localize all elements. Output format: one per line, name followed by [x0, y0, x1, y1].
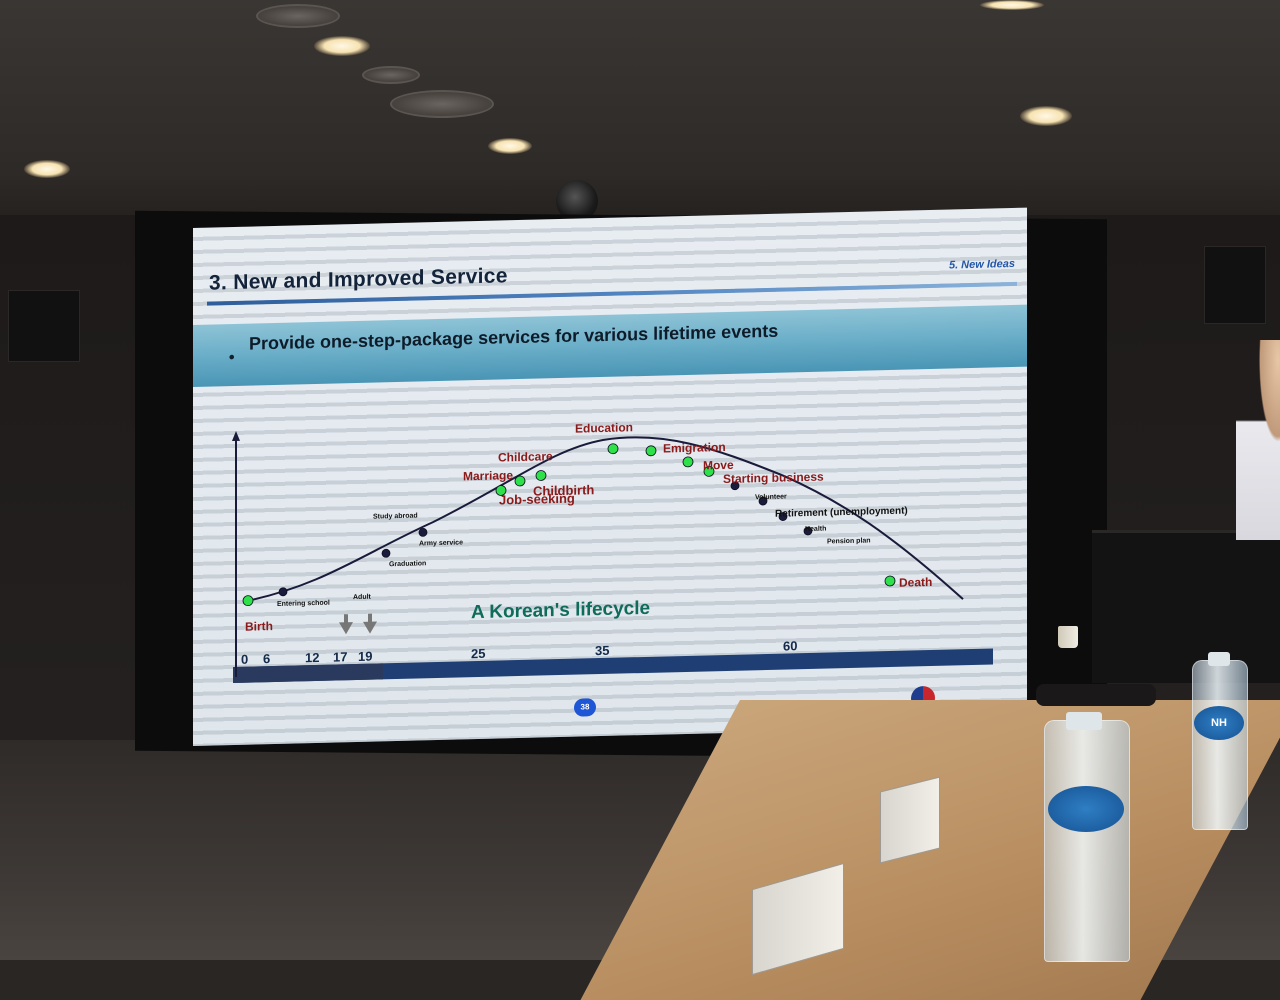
bottle-label-text: NH	[1211, 717, 1227, 729]
y-axis-arrow	[232, 430, 240, 442]
event-label: Education	[575, 420, 633, 435]
name-plate	[880, 776, 940, 864]
bottle-label: NH	[1194, 706, 1244, 740]
event-label: Adult	[353, 594, 372, 601]
event-label: Graduation	[389, 560, 426, 568]
x-tick-label: 25	[471, 646, 485, 661]
ceiling-light	[1020, 106, 1072, 126]
event-label: Birth	[245, 619, 273, 634]
event-point	[381, 548, 391, 558]
lifecycle-chart: 0 6 12 17 19 25 35 60 Birth Entering school Adult…	[232, 420, 993, 684]
bottle-label	[1048, 786, 1124, 832]
event-label: Move	[703, 458, 734, 473]
event-point	[242, 595, 254, 607]
event-point	[514, 475, 526, 487]
ceiling-vent	[390, 90, 494, 118]
event-label: Childbirth	[533, 482, 594, 498]
x-tick-label: 0	[241, 652, 248, 667]
water-bottle	[1192, 660, 1248, 830]
paper-cup	[1058, 626, 1078, 648]
page-number: 38	[574, 698, 596, 717]
arrow-marker-19	[363, 613, 377, 634]
event-point	[884, 575, 896, 587]
chart-axis-bar-light	[233, 663, 383, 684]
wall-speaker	[8, 290, 80, 362]
arrow-marker-17	[339, 614, 353, 635]
event-point	[607, 443, 619, 455]
presentation-slide: 3. New and Improved Service 5. New Ideas…	[193, 207, 1027, 746]
x-tick-label: 35	[595, 643, 609, 658]
ceiling-light	[24, 160, 70, 178]
event-label: Army service	[419, 539, 463, 547]
x-tick-label: 6	[263, 651, 270, 666]
event-point	[730, 481, 740, 491]
event-point	[418, 527, 428, 537]
x-tick-label: 19	[358, 649, 372, 664]
event-label: Entering school	[277, 600, 330, 608]
event-point	[803, 526, 813, 536]
event-point	[535, 470, 547, 481]
ceiling-light	[314, 36, 370, 56]
event-label: Volunteer	[755, 493, 787, 501]
event-label: Death	[899, 575, 932, 590]
event-point	[278, 587, 288, 597]
event-point	[682, 456, 694, 468]
wall-speaker	[1204, 246, 1266, 324]
x-tick-label: 17	[333, 649, 347, 664]
chart-caption: A Korean's lifecycle	[471, 598, 650, 623]
event-point	[645, 445, 657, 457]
ceiling-vent	[256, 4, 340, 28]
ceiling	[0, 0, 1280, 215]
bottle-cap	[1208, 652, 1230, 666]
bottle-cap	[1066, 712, 1102, 730]
podium	[1092, 530, 1280, 683]
chart-axis-bar	[233, 648, 993, 684]
ceiling-vent	[362, 66, 420, 84]
event-label: Starting business	[723, 470, 824, 486]
event-label: Marriage	[463, 468, 513, 483]
event-label: Retirement (unemployment)	[775, 506, 908, 520]
lifecycle-curve	[247, 436, 964, 602]
event-point	[495, 485, 507, 496]
event-point	[758, 496, 768, 506]
microphone	[1036, 684, 1156, 706]
event-point	[778, 512, 788, 521]
presenter	[1236, 340, 1280, 540]
event-label: Childcare	[498, 449, 553, 464]
ceiling-light	[980, 0, 1044, 10]
event-label: Health	[805, 526, 826, 534]
ceiling-light	[488, 138, 532, 154]
event-label: Study abroad	[373, 513, 418, 521]
event-point	[703, 465, 715, 477]
event-label: Pension plan	[827, 537, 871, 545]
water-bottle	[1044, 720, 1130, 962]
x-tick-label: 60	[783, 638, 797, 653]
x-tick-label: 12	[305, 650, 319, 665]
event-label: Emigration	[663, 440, 726, 456]
event-label: Job-seeking	[499, 491, 575, 508]
